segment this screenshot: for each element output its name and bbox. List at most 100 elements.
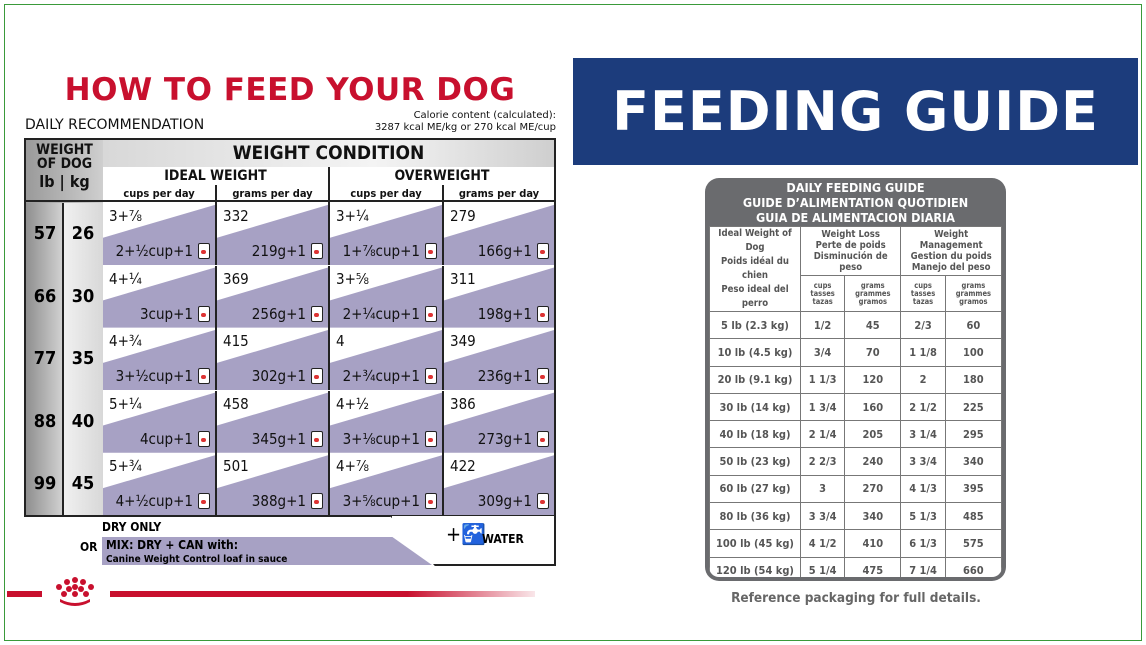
loss-grams-cell: 45	[844, 310, 902, 340]
dry-only-amount: 279	[450, 207, 476, 225]
feeding-cell: 332 219g+1	[217, 203, 330, 265]
guide-row: 80 lb (36 kg) 3 3/4 340 5 1/3 485	[709, 502, 1002, 531]
dry-only-amount: 4+¼	[109, 269, 142, 288]
mgmt-cups-cell: 7 1/4	[900, 556, 946, 577]
guide-row: 100 lb (45 kg) 4 1/2 410 6 1/3 575	[709, 529, 1002, 558]
loss-grams-cell: 475	[844, 556, 902, 577]
can-icon	[425, 305, 437, 322]
mix-amount: 256g+1	[251, 304, 306, 323]
water-tap-icon: +🚰	[446, 522, 486, 546]
loss-cups-cell: 1 1/3	[799, 365, 846, 394]
loss-cups-header: cups tasses tazas	[799, 275, 846, 312]
loss-grams-cell: 120	[844, 365, 902, 394]
feeding-cell: 501 388g+1	[217, 453, 330, 516]
dry-only-amount: 369	[223, 269, 249, 288]
feeding-cell: 4 2+¾cup+1	[330, 328, 444, 391]
ideal-cups-header: cups per day	[103, 185, 217, 203]
dry-only-amount: 349	[450, 332, 476, 351]
daily-recommendation-label: DAILY RECOMMENDATION	[25, 117, 205, 133]
feeding-cell: 3+¼ 1+⅞cup+1	[330, 203, 444, 265]
guide-table: Ideal Weight of Dog Poids idéal du chien P…	[709, 226, 1002, 577]
feeding-cell: 4+¾ 3+½cup+1	[103, 328, 217, 391]
feeding-cell: 311 198g+1	[444, 266, 554, 328]
dry-only-amount: 4	[336, 332, 345, 351]
mix-amount: 219g+1	[251, 242, 306, 260]
mgmt-cups-cell: 2/3	[900, 310, 946, 340]
mgmt-cups-header: cups tasses tazas	[900, 275, 946, 312]
feeding-cell: 349 236g+1	[444, 328, 554, 391]
can-icon	[198, 243, 210, 259]
mix-amount: 198g+1	[477, 304, 532, 323]
feeding-cell: 386 273g+1	[444, 391, 554, 453]
loss-cups-cell: 2 1/4	[799, 420, 846, 449]
weight-cell: 60 lb (27 kg)	[709, 474, 801, 504]
guide-title-en: DAILY FEEDING GUIDE	[786, 180, 925, 195]
calorie-line-2: 3287 kcal ME/kg or 270 kcal ME/cup	[374, 122, 556, 133]
mgmt-grams-cell: 295	[944, 420, 1002, 449]
guide-row: 60 lb (27 kg) 3 270 4 1/3 395	[709, 474, 1002, 504]
weight-lb: 99	[33, 473, 57, 495]
dry-only-amount: 5+¼	[109, 394, 142, 413]
feeding-guide-banner: FEEDING GUIDE	[573, 58, 1138, 165]
ideal-weight-header: Ideal Weight of Dog Poids idéal du chien P…	[709, 226, 801, 312]
weight-cell: 50 lb (23 kg)	[709, 447, 801, 476]
dry-only-amount: 501	[223, 457, 249, 476]
reference-note: Reference packaging for full details.	[731, 590, 981, 606]
mix-amount: 166g+1	[477, 242, 532, 260]
mix-amount: 2+¼cup+1	[342, 304, 420, 323]
loss-grams-cell: 205	[844, 420, 902, 449]
mgmt-grams-cell: 660	[944, 556, 1002, 577]
loss-grams-cell: 240	[844, 447, 902, 476]
can-icon	[198, 305, 210, 322]
mix-label: MIX: DRY + CAN with:	[106, 538, 239, 552]
guide-title-es: GUIA DE ALIMENTACION DIARIA	[756, 210, 955, 225]
lb-column	[26, 203, 64, 515]
slide-frame	[4, 4, 1142, 641]
mix-box: MIX: DRY + CAN with: Canine Weight Contro…	[102, 537, 432, 565]
mix-amount: 302g+1	[251, 367, 306, 386]
weight-kg: 40	[71, 410, 95, 432]
weight-of-dog-label: WEIGHT OF DOG	[36, 142, 93, 172]
loss-cups-cell: 3	[799, 474, 846, 504]
guide-row: 30 lb (14 kg) 1 3/4 160 2 1/2 225	[709, 392, 1002, 422]
can-icon	[311, 243, 323, 259]
loss-grams-cell: 160	[844, 392, 902, 422]
feeding-cell: 5+¼ 4cup+1	[103, 390, 217, 453]
can-icon	[537, 493, 549, 510]
can-icon	[311, 493, 323, 510]
or-label: OR	[80, 540, 98, 554]
dry-only-amount: 332	[223, 207, 249, 225]
weight-cell: 100 lb (45 kg)	[709, 529, 801, 558]
mix-amount: 273g+1	[477, 429, 532, 448]
loss-grams-header: grams grammes gramos	[844, 275, 902, 312]
mgmt-cups-cell: 5 1/3	[900, 502, 946, 531]
feeding-cell: 415 302g+1	[217, 328, 330, 391]
loss-grams-cell: 70	[844, 338, 902, 367]
weight-kg: 35	[71, 348, 95, 370]
feeding-cell: 458 345g+1	[217, 390, 330, 453]
mgmt-cups-cell: 2	[900, 365, 946, 394]
feeding-cell: 4+¼ 3cup+1	[103, 265, 217, 328]
guide-title-fr: GUIDE D’ALIMENTATION QUOTIDIEN	[742, 195, 969, 210]
can-icon	[537, 243, 549, 259]
mix-product: Canine Weight Control loaf in sauce	[106, 554, 288, 565]
dry-only-amount: 4+½	[336, 394, 369, 413]
dry-only-amount: 4+⅞	[336, 457, 369, 476]
brand-bar-left	[7, 591, 42, 597]
guide-row: 5 lb (2.3 kg) 1/2 45 2/3 60	[709, 310, 1002, 340]
mix-amount: 309g+1	[477, 492, 532, 511]
guide-row: 50 lb (23 kg) 2 2/3 240 3 3/4 340	[709, 447, 1002, 476]
guide-row: 10 lb (4.5 kg) 3/4 70 1 1/8 100	[709, 338, 1002, 367]
over-grams-header: grams per day	[458, 187, 540, 200]
can-icon	[537, 305, 549, 322]
dry-only-amount: 3+⅝	[336, 269, 369, 288]
mix-amount: 236g+1	[477, 367, 532, 386]
can-icon	[198, 368, 210, 385]
kg-label: kg	[69, 172, 90, 191]
mgmt-cups-cell: 2 1/2	[900, 392, 946, 422]
can-icon	[425, 493, 437, 510]
can-icon	[537, 368, 549, 385]
can-icon	[425, 368, 437, 385]
weight-cell: 40 lb (18 kg)	[709, 420, 801, 449]
loss-cups-cell: 4 1/2	[799, 529, 846, 558]
